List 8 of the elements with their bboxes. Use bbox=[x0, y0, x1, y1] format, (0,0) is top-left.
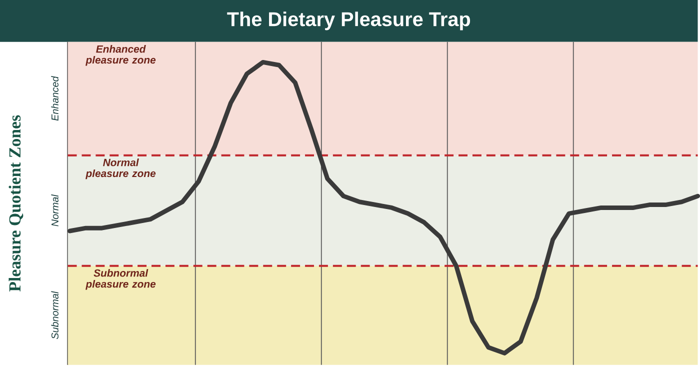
y-axis-title: Pleasure Quotient Zones bbox=[8, 115, 24, 292]
band-label: Subnormal pleasure zone bbox=[86, 269, 156, 290]
band-label: Enhanced pleasure zone bbox=[86, 45, 156, 66]
text: Enhanced bbox=[51, 76, 58, 121]
text: Subnormal bbox=[51, 291, 58, 340]
text: Normal bbox=[51, 194, 58, 226]
band-label: Normal pleasure zone bbox=[86, 158, 156, 180]
chart-title: The Dietary Pleasure Trap bbox=[227, 12, 470, 30]
